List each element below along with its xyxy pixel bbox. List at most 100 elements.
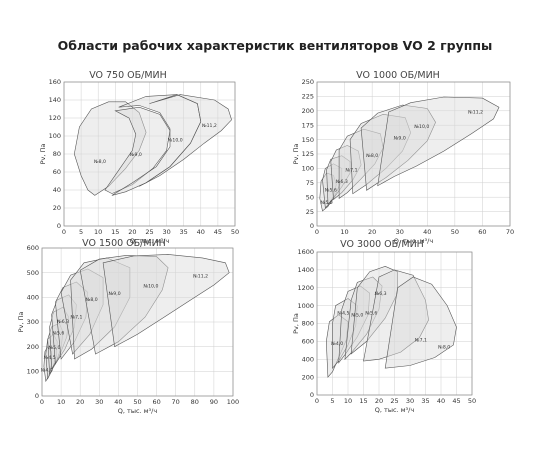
fan-region-label: №9,0	[130, 152, 142, 158]
chart-title: VO 1000 ОБ/МИН	[356, 70, 440, 81]
chart-title: VO 1500 ОБ/МИН	[82, 238, 166, 249]
y-tick-label: 0	[35, 392, 39, 400]
fan-region-label: №10,0	[414, 124, 429, 130]
fan-region-label: №11,2	[202, 123, 217, 129]
fan-region-40	[325, 314, 349, 378]
fan-region-label: №5,0	[321, 200, 333, 206]
plot-frame	[316, 81, 511, 227]
plot-frame	[63, 81, 236, 227]
fan-region-label: №5,0	[48, 345, 60, 351]
x-tick-label: 50	[133, 398, 141, 406]
y-tick-label: 1600	[297, 248, 314, 256]
y-tick-label: 225	[302, 93, 314, 101]
fan-region-label: №4,5	[44, 355, 56, 361]
fan-region-112	[377, 96, 500, 187]
y-tick-label: 300	[27, 318, 39, 326]
x-tick-label: 50	[468, 397, 476, 405]
fan-region-80	[338, 128, 384, 199]
fan-region-label: №6,3	[57, 319, 69, 325]
y-tick-label: 100	[49, 132, 61, 140]
x-tick-label: 40	[114, 398, 122, 406]
fan-region-71	[363, 269, 429, 362]
chart-vo-1500: VO 1500 ОБ/МИН 0 10 20 30 40 50 60 70 80 90 100 0 100…	[17, 238, 239, 415]
fan-region-label: №6,3	[375, 291, 387, 297]
chart-title: VO 750 ОБ/МИН	[89, 70, 167, 81]
x-tick-label: 20	[128, 228, 136, 236]
y-tick-label: 200	[302, 373, 314, 381]
fan-region-label: №7,1	[345, 167, 357, 173]
chart-vo-3000: VO 3000 ОБ/МИН 0 5 10 15 20 25 30 35 40 45 50 0 200 40…	[292, 239, 476, 414]
x-tick-label: 30	[95, 398, 103, 406]
fan-region-label: №10,0	[143, 283, 158, 289]
chart-title: VO 3000 ОБ/МИН	[340, 239, 424, 250]
fan-region-label: №11,2	[468, 110, 483, 116]
fan-region-label: №5,0	[351, 312, 363, 318]
y-tick-label: 150	[302, 136, 314, 144]
x-tick-label: 10	[344, 397, 352, 405]
y-tick-label: 600	[302, 338, 314, 346]
fan-region-63	[350, 265, 398, 355]
fan-region-63	[51, 294, 77, 365]
x-tick-label: 0	[315, 228, 319, 236]
fan-region-80	[384, 276, 457, 369]
y-tick-label: 1200	[297, 284, 314, 292]
y-tick-label: 80	[53, 150, 61, 158]
y-tick-label: 400	[302, 355, 314, 363]
y-tick-label: 25	[306, 208, 314, 216]
plot-frame	[316, 251, 473, 396]
y-tick-label: 60	[53, 168, 61, 176]
x-tick-label: 0	[40, 398, 44, 406]
y-tick-label: 0	[57, 222, 61, 230]
y-axis-label: Pv, Па	[17, 312, 25, 333]
y-tick-label: 200	[27, 343, 39, 351]
x-tick-label: 60	[152, 398, 160, 406]
chart-vo-1000: VO 1000 ОБ/МИН 0 10 20 30 40 50 60 70 0 25 50 75 100 1…	[292, 70, 514, 245]
y-tick-label: 50	[306, 193, 314, 201]
x-tick-label: 20	[375, 397, 383, 405]
x-tick-label: 10	[340, 228, 348, 236]
fan-region-90	[70, 257, 131, 360]
x-tick-label: 30	[406, 397, 414, 405]
fan-region-label: №5,6	[365, 311, 377, 317]
fan-region-label: №6,3	[336, 179, 348, 185]
y-tick-label: 175	[302, 121, 314, 129]
fan-region-100	[360, 104, 436, 191]
fan-region-100	[79, 255, 169, 355]
x-tick-label: 0	[315, 397, 319, 405]
fan-region-45	[45, 333, 58, 380]
y-tick-label: 100	[302, 165, 314, 173]
y-tick-label: 1000	[297, 302, 314, 310]
y-tick-label: 75	[306, 179, 314, 187]
x-tick-label: 35	[180, 228, 188, 236]
x-tick-label: 35	[421, 397, 429, 405]
fan-region-label: №9,0	[109, 291, 121, 297]
x-tick-label: 20	[76, 398, 84, 406]
x-tick-label: 50	[231, 228, 239, 236]
fan-region-label: №5,6	[325, 187, 337, 193]
fan-region-63	[326, 155, 351, 205]
fan-region-80	[73, 101, 147, 196]
x-tick-label: 80	[191, 398, 199, 406]
fan-region-label: №8,0	[366, 153, 378, 159]
y-tick-label: 100	[27, 368, 39, 376]
fan-region-label: №8,0	[86, 297, 98, 303]
chart-vo-750: VO 750 ОБ/МИН 0 5 10 15 20 25 30 35 40 45 50 0 20 40 60…	[39, 70, 239, 245]
x-tick-label: 20	[368, 228, 376, 236]
fan-region-label: №8,0	[438, 345, 450, 351]
y-tick-label: 20	[53, 204, 61, 212]
x-tick-label: 5	[330, 397, 334, 405]
x-tick-label: 100	[227, 398, 239, 406]
fan-region-45	[332, 298, 358, 370]
fan-region-label: №7,1	[70, 314, 82, 320]
x-tick-label: 5	[79, 228, 83, 236]
fan-region-71	[55, 281, 89, 360]
y-tick-label: 140	[49, 96, 61, 104]
x-tick-label: 30	[396, 228, 404, 236]
fan-region-56	[344, 276, 383, 361]
y-tick-label: 400	[27, 294, 39, 302]
x-tick-label: 30	[162, 228, 170, 236]
fan-region-label: №11,2	[193, 274, 208, 280]
fan-region-112	[139, 94, 232, 187]
x-axis-label: Q, тыс. м³/ч	[130, 237, 170, 245]
fan-region-56	[322, 163, 343, 209]
